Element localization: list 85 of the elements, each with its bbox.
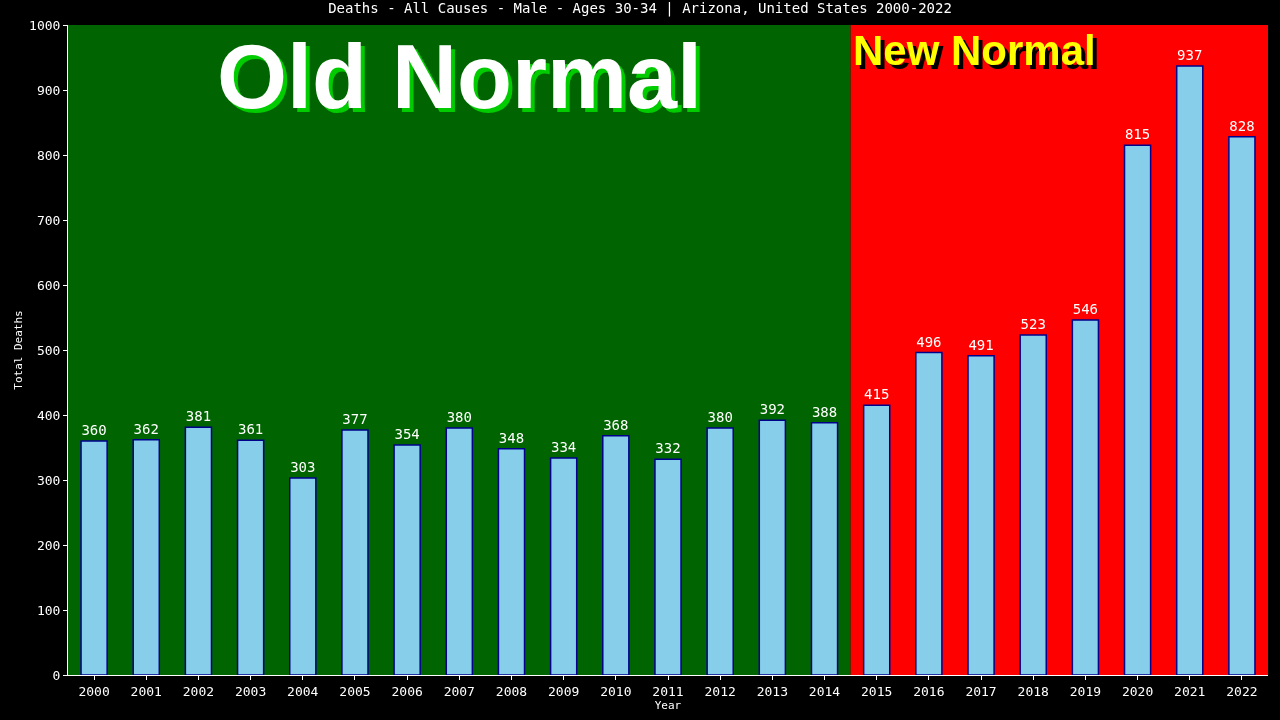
bar [602,435,630,675]
data-label: 380 [707,409,733,425]
bar [758,419,787,675]
bar [915,351,943,675]
y-tick-label: 0 [52,667,61,683]
data-label: 828 [1229,117,1255,134]
x-tick-label: 2013 [756,683,789,699]
bar [810,422,839,675]
x-tick-label: 2010 [600,683,632,699]
y-tick-label: 300 [36,472,61,488]
bar [341,429,369,675]
bar [1228,136,1256,675]
bar [445,427,474,675]
data-label: 332 [655,440,681,457]
data-label: 360 [81,422,107,438]
data-label: 415 [864,386,890,403]
data-label: 546 [1072,301,1099,318]
data-label: 815 [1124,126,1151,143]
bar [549,457,578,675]
x-tick-label: 2019 [1069,683,1102,699]
bar [706,427,734,675]
bar [1175,65,1204,675]
data-label: 388 [811,403,838,420]
y-tick-label: 800 [36,147,61,163]
x-tick-label: 2005 [339,683,371,699]
x-tick-label: 2006 [391,683,423,699]
data-label: 348 [498,429,525,446]
data-label: 377 [342,410,368,427]
data-label: 381 [185,408,212,425]
x-tick-label: 2020 [1121,683,1154,699]
y-tick-label: 100 [36,602,61,618]
bar [184,426,213,675]
data-label: 362 [133,420,159,437]
y-axis-title: Total Deaths [11,310,25,390]
bar [497,448,526,675]
data-label: 937 [1177,46,1203,63]
data-label: 491 [968,336,994,353]
x-tick-label: 2002 [182,683,215,699]
x-tick-label: 2009 [547,683,580,699]
y-tick-label: 700 [36,212,61,228]
bar [393,444,421,675]
x-tick-label: 2011 [652,683,684,699]
x-tick-label: 2000 [78,683,110,699]
band-label: New Normal [853,27,1096,74]
data-label: 361 [237,421,264,438]
x-tick-label: 2003 [234,683,267,699]
x-tick-label: 2015 [861,683,893,699]
x-tick-label: 2016 [913,683,945,699]
bar [132,438,161,675]
data-label: 496 [916,333,942,350]
x-tick-label: 2008 [495,683,528,699]
x-tick-label: 2017 [965,683,997,699]
x-tick-label: 2014 [808,683,841,699]
x-tick-label: 2004 [287,683,319,699]
x-axis-title: Year [654,698,682,712]
y-tick-label: 600 [36,277,61,293]
band-label: Old Normal [217,27,703,127]
y-tick-label: 200 [36,537,61,553]
bar [288,477,317,675]
bar [1071,319,1100,675]
data-label: 392 [759,401,785,418]
bar [654,458,682,675]
y-tick-label: 400 [36,407,61,423]
bar [80,440,108,675]
x-tick-label: 2018 [1017,683,1049,699]
y-tick-label: 1000 [29,17,61,33]
bar [1019,334,1048,675]
x-tick-label: 2007 [443,683,475,699]
x-tick-label: 2021 [1174,683,1206,699]
bar [1123,144,1152,675]
data-label: 380 [446,409,472,425]
bar [967,355,995,675]
data-label: 354 [394,425,420,442]
y-tick-label: 500 [36,342,61,358]
bar [236,439,265,675]
x-tick-label: 2012 [704,683,736,699]
bar [862,404,891,675]
data-label: 368 [603,416,629,433]
data-label: 303 [290,459,316,476]
data-label: 523 [1020,316,1046,333]
y-tick-label: 900 [36,82,61,98]
data-label: 334 [551,438,577,455]
chart-title: Deaths - All Causes - Male - Ages 30-34 | Arizona, United States 2000-2022 [328,0,952,18]
x-tick-label: 2001 [130,683,162,699]
x-tick-label: 2022 [1226,683,1258,699]
